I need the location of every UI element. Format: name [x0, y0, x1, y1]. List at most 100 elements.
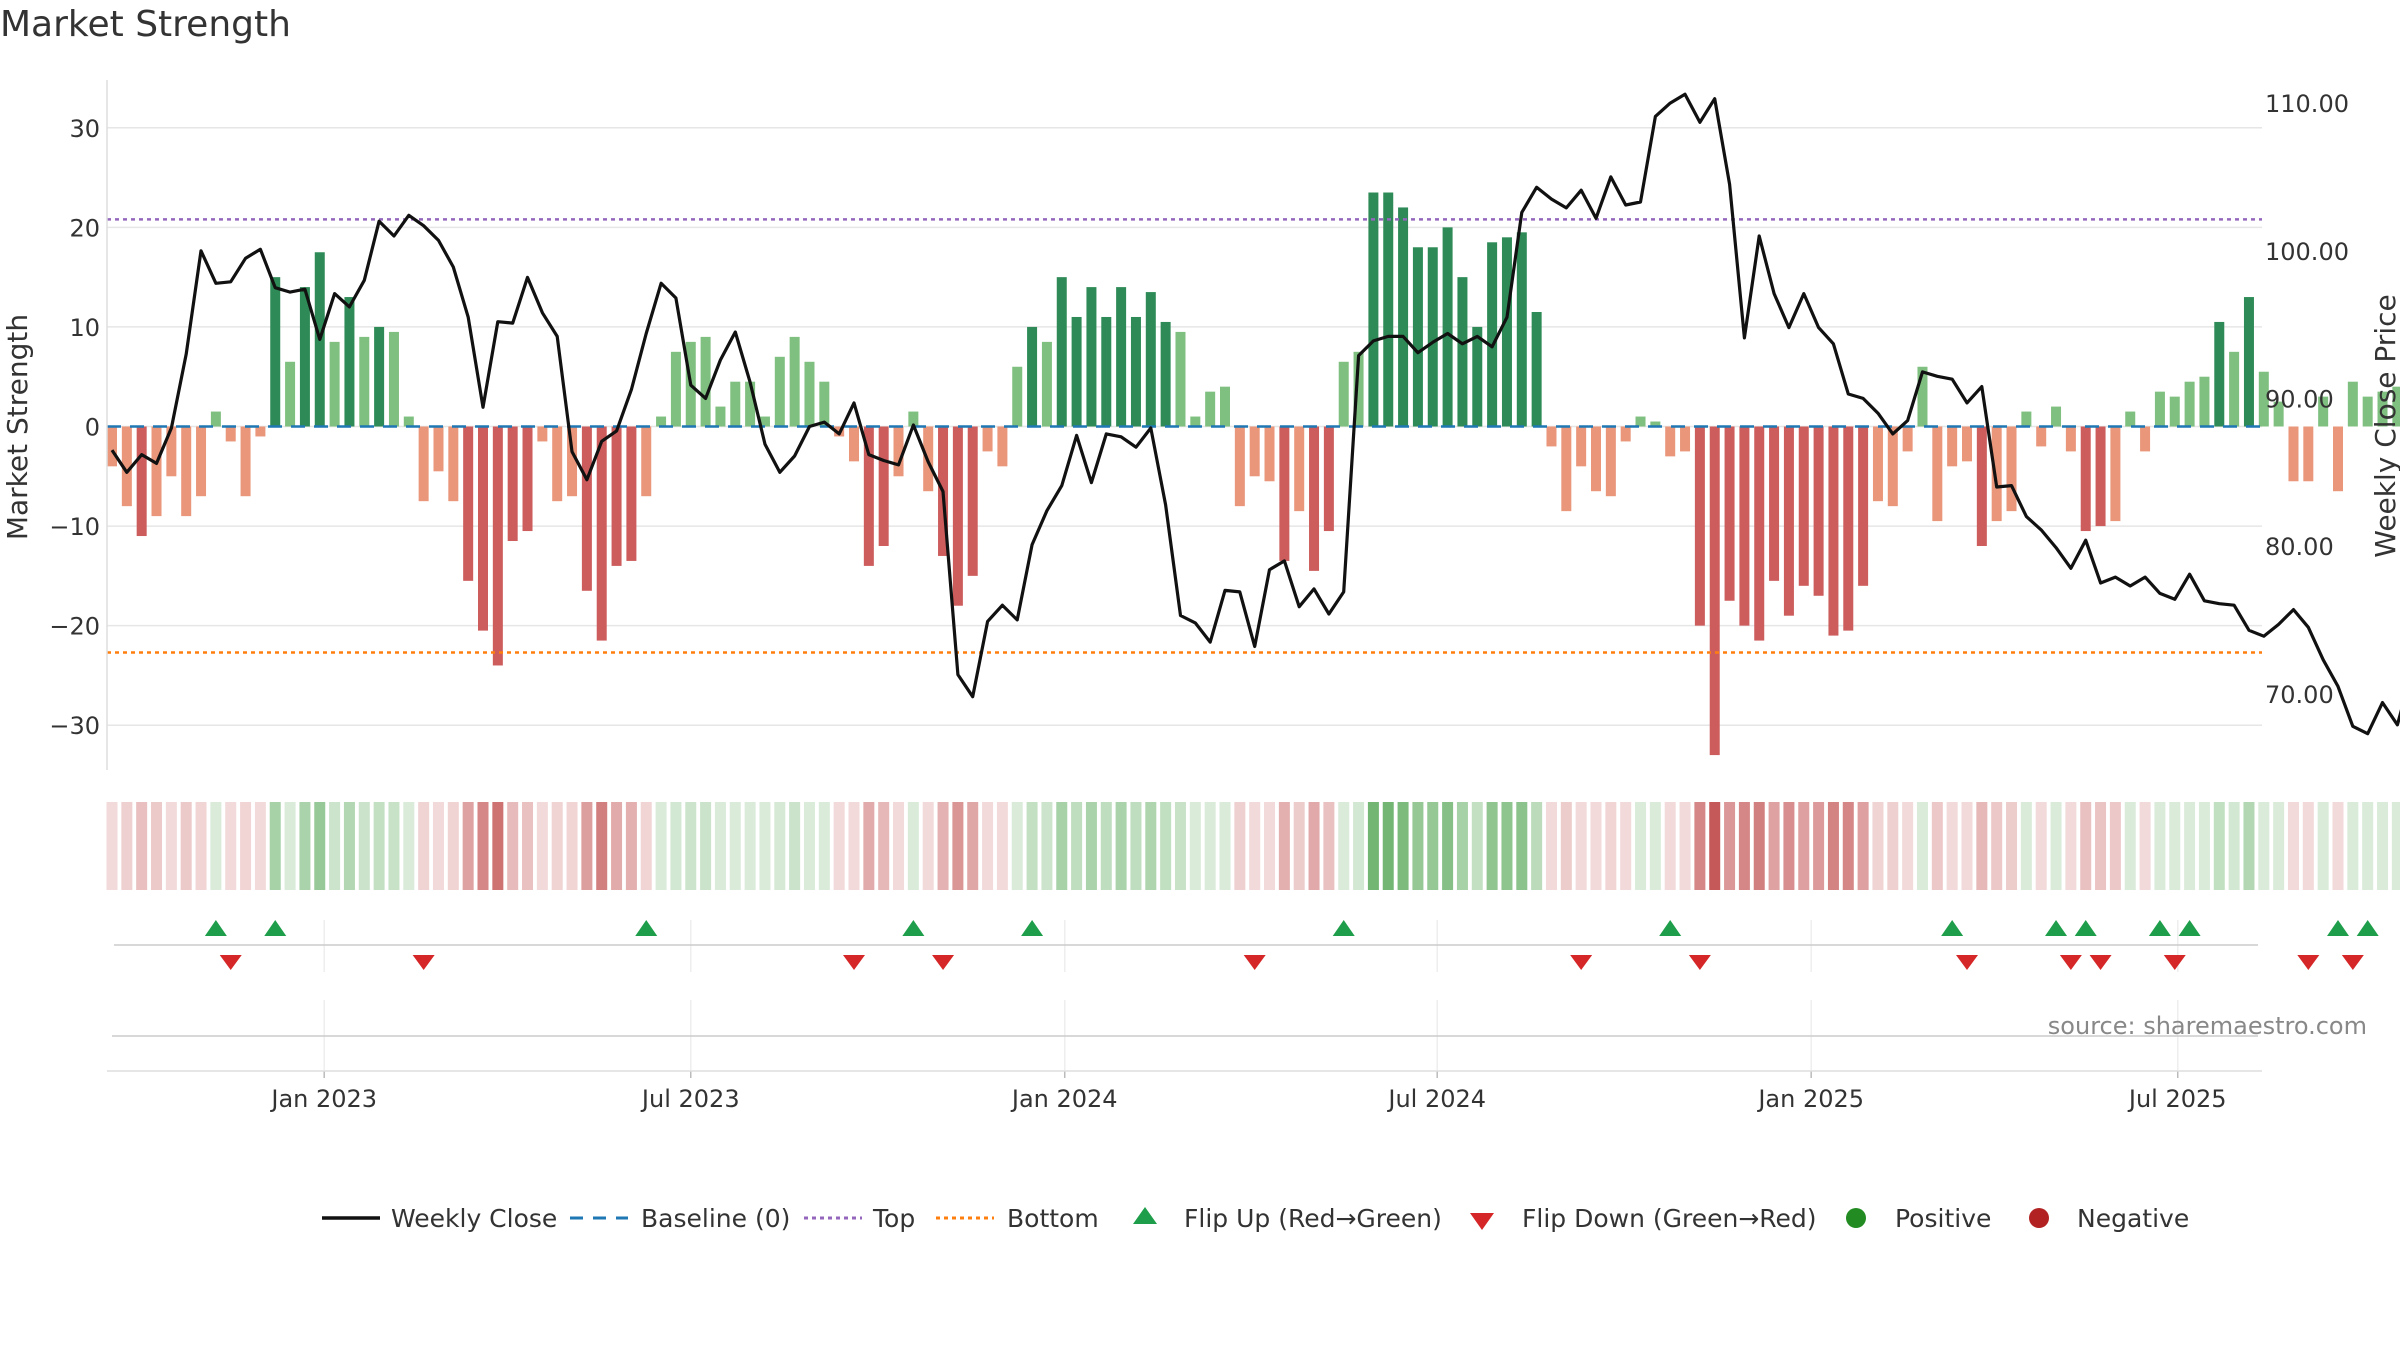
strength-bar	[1338, 361, 1349, 427]
flip-up-marker	[1941, 920, 1964, 936]
heat-cell	[581, 802, 593, 890]
strength-bar	[2065, 426, 2076, 452]
flip-up-marker	[2148, 920, 2171, 936]
strength-bar	[492, 426, 503, 666]
strength-bar	[1249, 426, 1260, 477]
legend-bottom-label: Bottom	[1007, 1204, 1099, 1233]
strength-bar	[1160, 321, 1171, 427]
strength-bar	[522, 426, 533, 532]
strength-bar	[641, 426, 652, 497]
strength-bar	[1591, 426, 1601, 492]
flip-up-marker	[2327, 920, 2349, 936]
strength-bar	[1976, 426, 1987, 546]
strength-bar	[774, 356, 785, 427]
strength-bar	[908, 411, 919, 427]
strength-bar	[1605, 426, 1616, 497]
heat-cell	[1085, 802, 1097, 890]
heat-cell	[996, 802, 1008, 890]
heat-cell	[462, 802, 474, 890]
source-label: source: sharemaestro.com	[2048, 1012, 2367, 1040]
heat-cell	[492, 802, 504, 890]
flip-up-marker	[902, 920, 925, 936]
heat-cell	[1590, 802, 1602, 890]
heat-cell	[2065, 802, 2077, 890]
strength-bar	[1041, 341, 1052, 427]
heat-cell	[1738, 802, 1750, 890]
y-right-tick-label: 110.00	[2265, 90, 2349, 118]
strength-bar	[2318, 396, 2329, 427]
heat-cell	[2095, 802, 2107, 890]
heat-cell	[1931, 802, 1943, 890]
heat-cell	[477, 802, 489, 890]
strength-bar	[745, 381, 756, 427]
y-left-tick-label: 10	[69, 314, 100, 342]
legend-weekly-close-label: Weekly Close	[391, 1204, 557, 1233]
strength-bar	[2288, 426, 2299, 482]
flip-down-marker	[412, 955, 435, 970]
heat-cell	[195, 802, 207, 890]
strength-bar	[1828, 426, 1839, 636]
state-heatmap-strip	[106, 802, 2400, 890]
heat-cell	[2006, 802, 2018, 890]
heat-cell	[1471, 802, 1483, 890]
heat-cell	[2109, 802, 2121, 890]
strength-bar	[1516, 232, 1527, 427]
flip-down-marker	[1688, 955, 1711, 970]
strength-bar	[581, 426, 592, 591]
heat-cell	[418, 802, 430, 890]
axes-layer: 30 20 10 0 −10 −20 −30 110.00 100.00 90.00 80.00 70…	[1, 80, 2400, 1113]
strength-bar	[507, 426, 518, 542]
heat-cell	[2317, 802, 2329, 890]
flip-down-marker	[843, 955, 865, 970]
strength-bar	[2080, 426, 2091, 532]
strength-bar	[1665, 426, 1676, 457]
legend-baseline-label: Baseline (0)	[641, 1204, 790, 1233]
strength-bar	[893, 426, 904, 477]
flip-down-marker	[2297, 955, 2320, 970]
strength-bar	[1724, 426, 1735, 601]
strength-bar	[967, 426, 978, 576]
strength-bar	[1398, 207, 1409, 427]
strength-bar	[240, 426, 251, 497]
heat-cell	[878, 802, 890, 890]
strength-bar	[567, 426, 578, 497]
flip-up-marker	[635, 920, 658, 936]
heat-cell	[536, 802, 548, 890]
heat-cell	[358, 802, 370, 890]
flip-down-marker	[2089, 955, 2112, 970]
heat-cell	[1456, 802, 1468, 890]
heat-cell	[1560, 802, 1572, 890]
heat-cell	[1026, 802, 1038, 890]
strength-bar	[181, 426, 192, 517]
strength-bar	[107, 426, 117, 467]
strength-bar	[329, 341, 340, 427]
strength-bar	[1620, 426, 1631, 442]
strength-bar	[2333, 426, 2343, 492]
strength-bar	[270, 277, 281, 427]
legend-flip-down-label: Flip Down (Green→Red)	[1522, 1204, 1817, 1233]
strength-bar	[819, 381, 830, 427]
heat-cell	[937, 802, 949, 890]
heat-cell	[952, 802, 964, 890]
strength-bar	[1769, 426, 1780, 581]
strength-bar	[596, 426, 607, 641]
strength-bar	[1175, 331, 1186, 427]
heat-cell	[655, 802, 667, 890]
heat-cell	[1145, 802, 1157, 890]
strength-bar	[1442, 227, 1453, 427]
strength-bar	[2184, 381, 2195, 427]
strength-bar	[849, 426, 859, 462]
strength-bar	[1813, 426, 1824, 596]
strength-bar	[225, 426, 236, 442]
strength-bar	[359, 336, 370, 427]
x-tick-label: Jul 2024	[1386, 1085, 1486, 1113]
heat-cell	[2035, 802, 2047, 890]
y-left-tick-label: 0	[85, 414, 100, 442]
heat-cell	[2228, 802, 2240, 890]
heat-cell	[818, 802, 830, 890]
heat-cell	[1664, 802, 1676, 890]
flip-up-marker	[2356, 920, 2379, 936]
strength-bar	[1917, 366, 1928, 427]
heat-cell	[1991, 802, 2003, 890]
